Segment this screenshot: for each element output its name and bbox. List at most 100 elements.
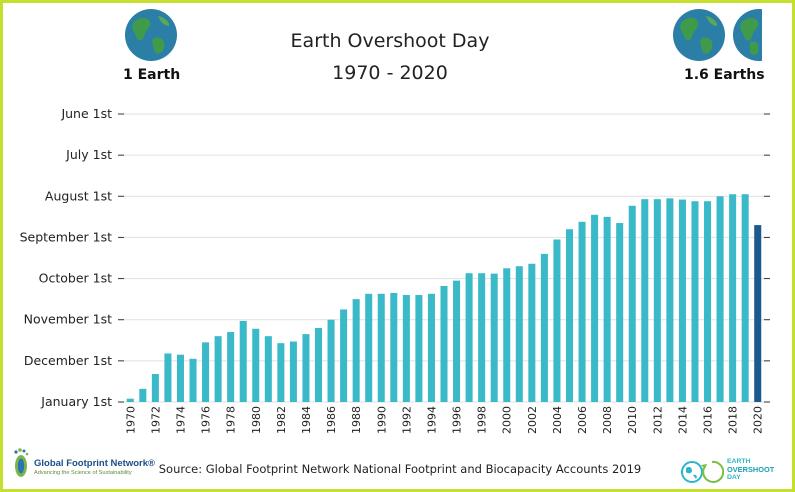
bar [678, 199, 686, 402]
x-tick-label: 2016 [702, 406, 715, 434]
x-tick-label: 1984 [300, 406, 313, 434]
x-tick-label: 1998 [476, 406, 489, 434]
bar [691, 201, 699, 402]
bar [465, 273, 473, 402]
x-tick-label: 2012 [651, 406, 664, 434]
y-tick-label: October 1st [39, 271, 112, 286]
y-tick-label: November 1st [24, 312, 112, 327]
bar [440, 285, 448, 402]
earth-globe-icon [733, 9, 762, 61]
y-tick-label: September 1st [20, 229, 113, 244]
x-tick-label: 1974 [174, 406, 187, 434]
gfn-logo-name: Global Footprint Network® [34, 458, 155, 469]
chart-title: Earth Overshoot Day [290, 30, 490, 52]
x-tick-label: 1988 [350, 406, 363, 434]
x-tick-label: 2002 [526, 406, 539, 434]
bar [553, 239, 561, 402]
bar [616, 223, 624, 402]
bar [352, 299, 360, 402]
bar [302, 334, 310, 402]
bar [377, 293, 385, 402]
bar [176, 354, 184, 402]
bar [264, 336, 272, 402]
eod-logo-line3: DAY [727, 474, 741, 481]
bar [327, 319, 335, 402]
bar [754, 225, 762, 402]
x-tick-label: 1976 [200, 406, 213, 434]
bar [528, 263, 536, 402]
bar [289, 341, 297, 402]
bar [252, 328, 260, 402]
earth-globe-icon [673, 9, 725, 61]
earth-cycle-icon [681, 460, 724, 483]
eod-logo-line2: OVERSHOOT [727, 465, 775, 474]
bar [227, 332, 235, 402]
bar [578, 221, 586, 402]
bar [340, 309, 348, 402]
bar [126, 398, 134, 402]
bar [540, 253, 548, 402]
bar [628, 205, 636, 402]
x-tick-label: 1992 [400, 406, 413, 434]
bar [314, 327, 323, 402]
right-globe-label: 1.6 Earths [684, 67, 765, 83]
bar [390, 292, 398, 402]
bar [164, 353, 172, 402]
x-tick-label: 2010 [626, 406, 639, 434]
y-tick-label: August 1st [45, 188, 112, 203]
bar [427, 293, 435, 402]
bar [515, 266, 523, 402]
x-tick-label: 1996 [451, 406, 464, 434]
bar [666, 198, 674, 402]
bar [189, 358, 197, 402]
eod-logo-line1: EARTH [727, 458, 751, 465]
source-note: Source: Global Footprint Network Nationa… [158, 462, 642, 476]
bar [704, 201, 712, 402]
x-tick-label: 1972 [149, 406, 162, 434]
x-tick-label: 1994 [425, 406, 438, 434]
bar [453, 280, 461, 402]
bar [503, 268, 511, 402]
x-tick-label: 2020 [752, 406, 765, 434]
bar [239, 320, 247, 402]
footprint-icon [14, 448, 29, 477]
bar [490, 273, 498, 402]
x-tick-label: 1990 [375, 406, 388, 434]
x-tick-label: 2014 [676, 406, 689, 434]
y-tick-label: July 1st [65, 147, 112, 162]
bar [565, 229, 574, 402]
x-tick-label: 2006 [576, 406, 589, 434]
x-tick-label: 1986 [325, 406, 338, 434]
x-tick-label: 1982 [275, 406, 288, 434]
x-tick-label: 1978 [225, 406, 238, 434]
x-tick-label: 2018 [727, 406, 740, 434]
left-globe-label: 1 Earth [123, 67, 181, 83]
bar [653, 199, 661, 402]
bar [716, 196, 724, 402]
x-tick-label: 1970 [124, 406, 137, 434]
bar [415, 295, 423, 402]
bar [214, 336, 222, 402]
bar [591, 214, 599, 402]
x-tick-label: 1980 [250, 406, 263, 434]
bar [151, 374, 159, 402]
gfn-logo-tagline: Advancing the Science of Sustainability [34, 470, 132, 476]
y-tick-label: December 1st [24, 353, 112, 368]
earth-globe-icon [125, 9, 177, 61]
bar [402, 295, 410, 402]
y-tick-label: June 1st [60, 106, 112, 121]
bar [478, 273, 486, 402]
bar [202, 342, 210, 402]
bar [603, 216, 611, 402]
x-tick-label: 2000 [501, 406, 514, 434]
x-tick-label: 2008 [601, 406, 614, 434]
chart-subtitle: 1970 - 2020 [332, 62, 448, 84]
bar [641, 199, 649, 402]
x-tick-label: 2004 [551, 406, 564, 434]
bar [139, 388, 147, 402]
bar [741, 194, 749, 402]
bar [729, 194, 737, 402]
y-tick-label: January 1st [40, 394, 112, 409]
